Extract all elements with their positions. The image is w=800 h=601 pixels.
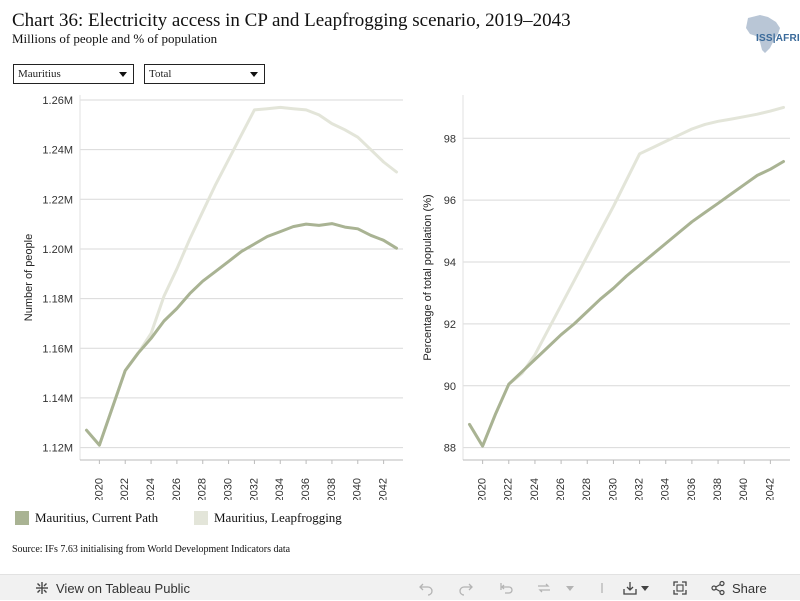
download-icon <box>623 582 637 595</box>
share-icon <box>711 580 725 596</box>
y-tick-label: 92 <box>444 319 456 331</box>
refresh-button[interactable] <box>536 575 552 601</box>
legend-item-leapfrogging[interactable]: Mauritius, Leapfrogging <box>194 510 364 528</box>
fullscreen-icon <box>673 581 687 595</box>
measure-dropdown[interactable]: Total <box>144 64 265 84</box>
legend-item-current-path[interactable]: Mauritius, Current Path <box>15 510 185 528</box>
x-tick-label: 2028 <box>581 478 593 500</box>
x-tick-label: 2030 <box>222 478 234 500</box>
x-tick-label: 2032 <box>633 478 645 500</box>
caret-down-icon <box>641 585 649 591</box>
caret-down-icon <box>566 585 574 591</box>
series-line-current-path <box>468 160 785 448</box>
series-line-leapfrogging <box>85 105 398 447</box>
x-tick-label: 2028 <box>197 478 209 500</box>
refresh-dropdown-button[interactable] <box>566 575 574 601</box>
y-tick-label: 88 <box>444 443 456 455</box>
tableau-logo-icon <box>36 582 48 594</box>
download-button[interactable] <box>622 575 649 601</box>
x-tick-label: 2026 <box>555 478 567 500</box>
x-tick-label: 2032 <box>248 478 260 500</box>
y-tick-label: 96 <box>444 195 456 207</box>
share-label: Share <box>732 580 767 596</box>
x-tick-label: 2020 <box>93 478 105 500</box>
x-tick-label: 2036 <box>686 478 698 500</box>
x-tick-label: 2040 <box>352 478 364 500</box>
chevron-down-icon <box>250 72 258 77</box>
view-on-tableau-label: View on Tableau Public <box>56 580 190 596</box>
chevron-down-icon <box>119 72 127 77</box>
legend-label-current-path: Mauritius, Current Path <box>35 510 159 525</box>
x-tick-label: 2022 <box>119 478 131 500</box>
chart-title: Chart 36: Electricity access in CP and L… <box>12 10 571 31</box>
x-tick-label: 2040 <box>738 478 750 500</box>
y-tick-label: 90 <box>444 381 456 393</box>
x-tick-label: 2024 <box>145 478 157 500</box>
share-button[interactable]: Share <box>710 575 767 601</box>
africa-logo-icon <box>746 15 780 53</box>
x-tick-label: 2034 <box>274 478 286 500</box>
pause-button[interactable] <box>594 575 610 601</box>
legend-swatch-current-path <box>15 511 29 525</box>
source-note: Source: IFs 7.63 initialising from World… <box>12 544 291 555</box>
y-tick-label: 1.14M <box>42 393 73 405</box>
x-tick-label: 2022 <box>503 478 515 500</box>
view-on-tableau-button[interactable]: View on Tableau Public <box>34 575 190 601</box>
x-tick-label: 2026 <box>171 478 183 500</box>
y-tick-label: 1.12M <box>42 443 73 455</box>
y-axis-title: Number of people <box>23 234 35 321</box>
measure-dropdown-value: Total <box>149 68 172 80</box>
y-tick-label: 98 <box>444 133 456 145</box>
redo-icon <box>459 583 473 596</box>
redo-button[interactable] <box>458 575 474 601</box>
y-tick-label: 1.24M <box>42 145 73 157</box>
y-tick-label: 1.16M <box>42 343 73 355</box>
x-tick-label: 2042 <box>378 478 390 500</box>
x-tick-label: 2030 <box>607 478 619 500</box>
logo-text: ISS|AFRICA <box>756 33 800 44</box>
chart-subtitle: Millions of people and % of population <box>12 31 218 46</box>
undo-icon <box>419 583 433 596</box>
revert-button[interactable] <box>498 575 514 601</box>
pause-updates-icon <box>601 583 603 593</box>
x-tick-label: 2036 <box>300 478 312 500</box>
refresh-icon <box>538 583 550 593</box>
country-dropdown[interactable]: Mauritius <box>13 64 134 84</box>
country-dropdown-value: Mauritius <box>18 68 61 80</box>
x-tick-label: 2038 <box>326 478 338 500</box>
series-line-current-path <box>85 222 398 447</box>
undo-button[interactable] <box>418 575 434 601</box>
y-axis-title: Percentage of total population (%) <box>422 194 434 360</box>
x-tick-label: 2034 <box>660 478 672 500</box>
fullscreen-button[interactable] <box>672 575 688 601</box>
y-tick-label: 1.20M <box>42 244 73 256</box>
legend-label-leapfrogging: Mauritius, Leapfrogging <box>214 510 342 525</box>
x-tick-label: 2042 <box>764 478 776 500</box>
x-tick-label: 2038 <box>712 478 724 500</box>
y-tick-label: 1.26M <box>42 95 73 107</box>
tableau-toolbar: View on Tableau Public Share <box>0 574 800 600</box>
x-tick-label: 2020 <box>477 478 489 500</box>
charts-area: 1.12M 1.14M 1.16M 1.18M 1.20M 1.22M 1.24M 1.26M… <box>23 95 790 500</box>
x-tick-label: 2024 <box>529 478 541 500</box>
y-tick-label: 94 <box>444 257 456 269</box>
y-tick-label: 1.18M <box>42 294 73 306</box>
revert-icon <box>500 583 513 594</box>
y-tick-label: 1.22M <box>42 194 73 206</box>
legend-swatch-leapfrogging <box>194 511 208 525</box>
